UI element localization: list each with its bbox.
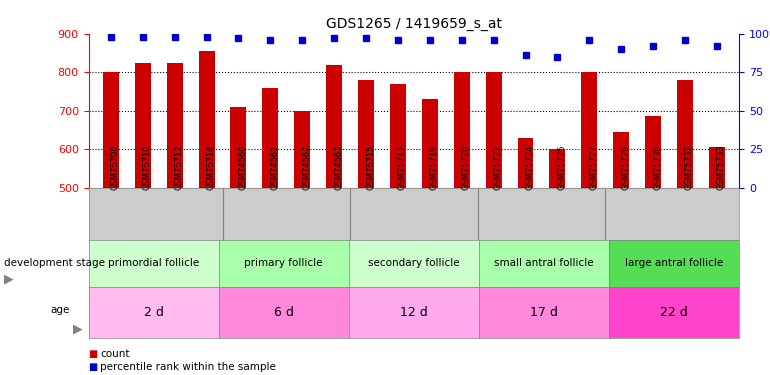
Title: GDS1265 / 1419659_s_at: GDS1265 / 1419659_s_at	[326, 17, 502, 32]
Text: GSM75725: GSM75725	[557, 145, 567, 190]
Bar	[486, 72, 501, 188]
Bar	[454, 72, 470, 188]
Text: development stage: development stage	[4, 258, 105, 268]
Text: primordial follicle: primordial follicle	[108, 258, 199, 268]
Text: GSM75727: GSM75727	[589, 144, 598, 190]
Bar	[199, 51, 215, 188]
Bar	[677, 80, 693, 188]
Bar	[390, 84, 406, 188]
Text: small antral follicle: small antral follicle	[494, 258, 594, 268]
Text: age: age	[50, 305, 69, 315]
Text: secondary follicle: secondary follicle	[368, 258, 460, 268]
Text: GSM75710: GSM75710	[142, 145, 152, 190]
Bar	[166, 63, 182, 188]
Bar	[230, 107, 246, 188]
Text: GSM75714: GSM75714	[206, 145, 216, 190]
Bar	[135, 63, 151, 188]
Text: GSM75717: GSM75717	[398, 144, 407, 190]
Bar	[550, 149, 565, 188]
Text: GSM75732: GSM75732	[685, 144, 694, 190]
Text: count: count	[100, 350, 129, 359]
Text: GSM75722: GSM75722	[494, 145, 503, 190]
Bar	[517, 138, 534, 188]
Text: ▶: ▶	[4, 272, 13, 285]
Text: GSM74062: GSM74062	[303, 145, 311, 190]
Text: 17 d: 17 d	[530, 306, 558, 319]
Text: GSM75730: GSM75730	[653, 144, 662, 190]
Bar	[709, 147, 725, 188]
Text: primary follicle: primary follicle	[245, 258, 323, 268]
Bar	[422, 99, 438, 188]
Text: 12 d: 12 d	[400, 306, 428, 319]
Text: GSM75724: GSM75724	[525, 145, 534, 190]
Bar	[263, 88, 278, 188]
Text: ▶: ▶	[73, 322, 83, 336]
Text: ■: ■	[89, 350, 98, 359]
Bar	[581, 72, 598, 188]
Text: GSM74061: GSM74061	[270, 145, 280, 190]
Bar	[294, 111, 310, 188]
Text: GSM75729: GSM75729	[621, 145, 630, 190]
Text: GSM75708: GSM75708	[111, 144, 120, 190]
Text: 2 d: 2 d	[144, 306, 163, 319]
Text: GSM74063: GSM74063	[334, 144, 343, 190]
Bar	[613, 132, 629, 188]
Text: GSM75715: GSM75715	[366, 145, 375, 190]
Text: 6 d: 6 d	[274, 306, 293, 319]
Text: GSM75712: GSM75712	[175, 145, 184, 190]
Text: 22 d: 22 d	[660, 306, 688, 319]
Bar	[103, 72, 119, 188]
Text: large antral follicle: large antral follicle	[625, 258, 723, 268]
Text: ■: ■	[89, 362, 98, 372]
Text: GSM74060: GSM74060	[239, 145, 247, 190]
Text: GSM75720: GSM75720	[462, 145, 470, 190]
Bar	[645, 116, 661, 188]
Text: GSM75733: GSM75733	[717, 144, 726, 190]
Text: GSM75719: GSM75719	[430, 145, 439, 190]
Bar	[326, 64, 342, 188]
Text: percentile rank within the sample: percentile rank within the sample	[100, 362, 276, 372]
Bar	[358, 80, 374, 188]
